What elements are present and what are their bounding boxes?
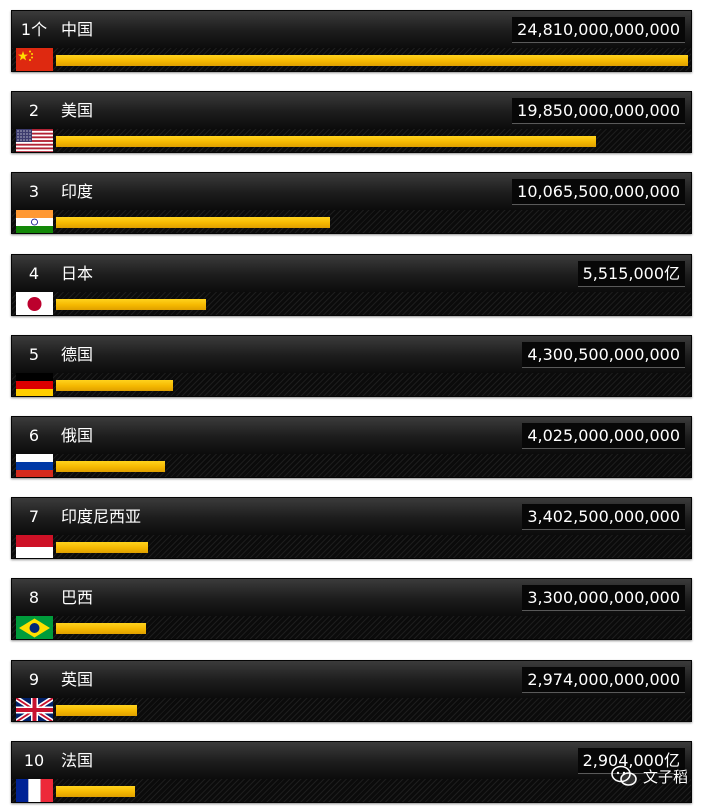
rank-number: 7 — [28, 507, 40, 527]
row-bar-track — [12, 697, 691, 721]
gdp-bar — [56, 704, 137, 716]
gdp-bar — [56, 542, 148, 554]
watermark-text: 文子稻 — [642, 767, 688, 786]
country-name: 印度尼西亚 — [61, 507, 142, 527]
gdp-bar — [56, 217, 330, 229]
row-bar-track — [12, 616, 691, 640]
rank-number: 9 — [28, 669, 40, 689]
country-name: 美国 — [61, 101, 94, 121]
brazil-flag-icon — [16, 616, 53, 640]
rank-row: 1个 中国 24,810,000,000,000 — [11, 10, 692, 72]
gdp-value-label: 2,974,000,000,000 — [522, 666, 685, 693]
country-name: 巴西 — [61, 588, 94, 608]
rank-row: 2 美国 19,850,000,000,000 — [11, 91, 692, 154]
gdp-value-label: 4,025,000,000,000 — [522, 423, 685, 449]
gdp-value-label: 3,402,500,000,000 — [522, 504, 685, 531]
gdp-bar — [56, 55, 688, 66]
uk-flag-icon — [16, 697, 53, 721]
gdp-bar — [56, 136, 596, 148]
rank-number: 2 — [28, 101, 40, 121]
country-name: 法国 — [61, 750, 94, 770]
country-name: 俄国 — [61, 426, 94, 445]
row-bar-track — [12, 778, 691, 802]
gdp-bar — [56, 623, 146, 635]
india-flag-icon — [16, 210, 53, 234]
gdp-value-label: 2,904,000亿 — [577, 747, 685, 774]
gdp-value-label: 10,065,500,000,000 — [512, 179, 685, 206]
country-name: 中国 — [61, 20, 94, 39]
germany-flag-icon — [16, 372, 53, 396]
rank-number: 3 — [28, 182, 40, 202]
gdp-value-label: 4,300,500,000,000 — [522, 341, 685, 368]
country-name: 德国 — [61, 344, 94, 364]
country-name: 印度 — [61, 182, 94, 202]
japan-flag-icon — [16, 291, 53, 315]
rank-row: 3 印度 10,065,500,000,000 — [11, 172, 692, 235]
gdp-bar — [56, 379, 173, 391]
rank-number: 6 — [28, 426, 40, 445]
indonesia-flag-icon — [16, 535, 53, 559]
row-bar-track — [12, 454, 691, 477]
france-flag-icon — [16, 778, 53, 802]
rank-row: 10 法国 2,904,000亿 — [11, 740, 692, 803]
russia-flag-icon — [16, 454, 53, 477]
country-name: 日本 — [61, 263, 94, 283]
gdp-bar — [56, 298, 206, 310]
wechat-icon — [611, 765, 637, 786]
gdp-bar — [56, 785, 135, 797]
country-name: 英国 — [61, 669, 94, 689]
china-flag-icon — [16, 48, 53, 71]
row-bar-track — [12, 535, 691, 559]
rank-row: 5 德国 4,300,500,000,000 — [11, 334, 692, 397]
rank-number: 1个 — [20, 20, 48, 39]
rank-row: 7 印度尼西亚 3,402,500,000,000 — [11, 497, 692, 560]
rank-number: 10 — [23, 750, 45, 770]
rank-number: 8 — [28, 588, 40, 608]
watermark: 文子稻 — [611, 765, 688, 787]
usa-flag-icon — [16, 129, 53, 153]
gdp-value-label: 5,515,000亿 — [577, 260, 685, 287]
rank-row: 4 日本 5,515,000亿 — [11, 253, 692, 316]
gdp-bar — [56, 461, 165, 472]
rank-number: 5 — [28, 344, 40, 364]
rank-row: 9 英国 2,974,000,000,000 — [11, 659, 692, 722]
rank-number: 4 — [28, 263, 40, 283]
row-bar-track — [12, 372, 691, 396]
gdp-value-label: 24,810,000,000,000 — [512, 17, 685, 43]
gdp-value-label: 3,300,000,000,000 — [522, 585, 685, 612]
rank-row: 8 巴西 3,300,000,000,000 — [11, 578, 692, 641]
gdp-value-label: 19,850,000,000,000 — [512, 98, 685, 125]
rank-row: 6 俄国 4,025,000,000,000 — [11, 416, 692, 478]
